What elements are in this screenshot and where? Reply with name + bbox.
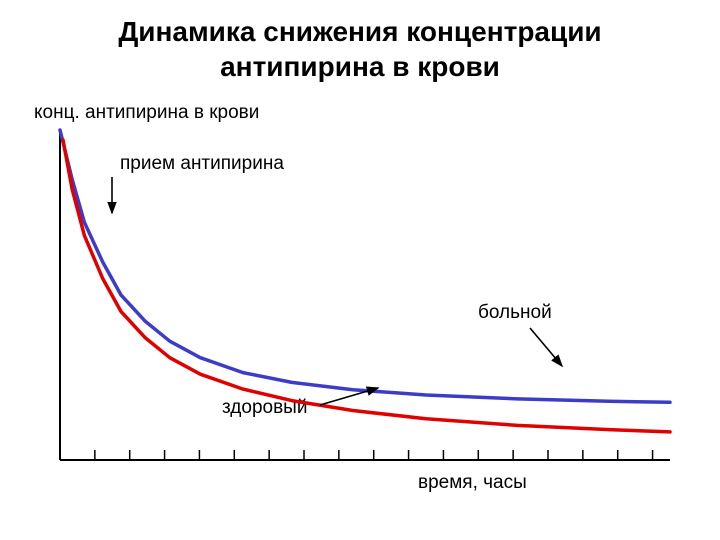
- patient-label: больной: [478, 302, 552, 324]
- healthy-label: здоровый: [222, 397, 307, 419]
- title-line1: Динамика снижения концентрации: [0, 14, 720, 49]
- intake-label: прием антипирина: [120, 153, 284, 175]
- title-line2: антипирина в крови: [0, 49, 720, 84]
- page-title: Динамика снижения концентрации антипирин…: [0, 0, 720, 84]
- x-axis-label: время, часы: [418, 472, 527, 494]
- y-axis-label: конц. антипирина в крови: [34, 102, 259, 124]
